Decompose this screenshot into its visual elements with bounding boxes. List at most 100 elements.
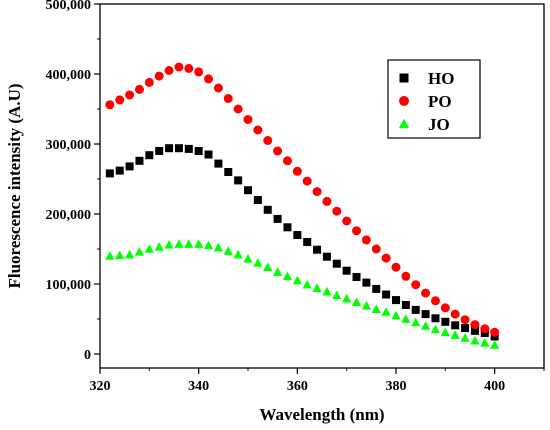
data-point-jo (144, 244, 154, 253)
data-point-ho (470, 326, 479, 335)
plot-frame (99, 3, 545, 369)
data-point-ho (283, 223, 292, 232)
data-point-jo (174, 239, 184, 248)
y-tick-label: 300,000 (46, 138, 92, 153)
data-point-jo (164, 240, 174, 249)
data-point-po (194, 67, 204, 77)
data-point-po (233, 104, 243, 114)
data-point-jo (381, 307, 391, 316)
data-point-po (273, 146, 283, 156)
data-point-jo (351, 297, 362, 306)
data-point-ho (392, 296, 400, 305)
data-point-po (223, 94, 233, 103)
data-point-jo (421, 321, 431, 330)
x-tick-label: 320 (90, 379, 111, 394)
series-jo (105, 239, 500, 349)
data-point-ho (461, 324, 470, 333)
data-point-po (352, 226, 362, 236)
data-point-po (430, 296, 440, 306)
data-point-po (490, 327, 500, 337)
data-point-po (312, 187, 322, 197)
data-point-po (105, 100, 115, 110)
data-point-ho (165, 144, 174, 153)
data-point-jo (342, 293, 352, 303)
data-point-jo (430, 324, 441, 334)
y-tick-label: 100,000 (46, 278, 92, 293)
data-point-jo (401, 314, 411, 323)
data-point-po (243, 115, 253, 124)
legend-label-jo: JO (428, 115, 450, 134)
data-point-ho (253, 196, 262, 204)
data-point-jo (322, 286, 332, 296)
data-point-jo (282, 271, 293, 281)
y-tick-label: 200,000 (46, 208, 92, 223)
data-point-ho (273, 214, 282, 223)
data-point-po (144, 77, 154, 87)
data-point-po (361, 235, 371, 245)
data-point-po (282, 156, 292, 166)
data-point-po (460, 315, 470, 325)
data-point-ho (382, 290, 391, 299)
data-point-jo (440, 327, 450, 337)
data-point-ho (352, 273, 361, 281)
y-tick-label: 500,000 (46, 0, 92, 13)
data-point-po (302, 176, 312, 186)
data-point-jo (184, 239, 194, 248)
data-point-ho (441, 317, 450, 326)
x-tick-label: 360 (287, 379, 308, 394)
data-point-jo (371, 304, 381, 313)
data-point-jo (391, 310, 401, 320)
x-tick-label: 340 (188, 379, 209, 394)
x-tick-label: 380 (386, 379, 407, 394)
data-point-ho (234, 176, 243, 185)
data-point-ho (342, 266, 351, 275)
data-point-po (391, 262, 401, 272)
data-point-po (125, 90, 135, 100)
data-point-jo (213, 242, 223, 252)
data-point-po (421, 288, 431, 298)
data-point-po (411, 280, 421, 290)
data-point-po (342, 216, 352, 226)
data-point-ho (401, 301, 410, 309)
data-point-po (154, 71, 164, 81)
data-point-po (174, 62, 184, 72)
data-point-jo (233, 249, 243, 259)
data-point-po (164, 66, 174, 75)
data-point-po (371, 244, 381, 254)
data-point-po (470, 320, 480, 330)
data-point-ho (411, 305, 420, 314)
legend-marker-ho (399, 73, 409, 83)
legend-label-po: PO (428, 92, 452, 111)
data-point-ho (313, 245, 322, 254)
data-point-po (381, 253, 391, 263)
data-point-ho (204, 150, 213, 159)
data-point-ho (125, 162, 134, 171)
data-point-ho (322, 252, 331, 261)
data-point-jo (203, 240, 214, 250)
data-point-jo (292, 275, 302, 285)
legend: HO PO JO (387, 59, 481, 139)
data-point-po (322, 196, 332, 206)
data-point-ho (214, 159, 223, 168)
data-point-ho (155, 147, 164, 155)
data-point-ho (263, 205, 272, 214)
data-point-ho (194, 147, 203, 155)
data-point-jo (332, 290, 342, 299)
data-point-jo (460, 333, 470, 342)
data-point-ho (303, 238, 312, 246)
data-point-ho (431, 314, 440, 323)
data-point-jo (450, 330, 460, 339)
data-point-ho (174, 144, 183, 153)
data-point-jo (302, 279, 312, 289)
data-point-jo (194, 239, 204, 248)
data-point-ho (332, 259, 341, 268)
data-point-po (115, 95, 125, 105)
data-point-po (134, 84, 144, 94)
data-point-ho (362, 278, 371, 287)
series-ho (105, 144, 499, 341)
data-point-ho (224, 168, 233, 176)
data-point-jo (243, 254, 253, 263)
data-point-po (332, 206, 342, 216)
data-point-ho (451, 321, 460, 330)
legend-label-ho: HO (428, 69, 454, 88)
